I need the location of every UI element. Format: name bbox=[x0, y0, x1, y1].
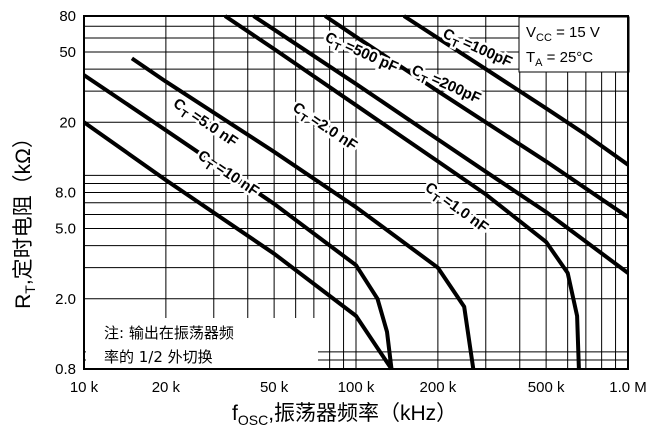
ta-condition: TA = 25°C bbox=[526, 49, 593, 69]
y-tick-label: 80 bbox=[59, 8, 76, 25]
y-tick-label: 20 bbox=[59, 114, 76, 131]
series-line-1 bbox=[323, 14, 630, 219]
series-line-3 bbox=[223, 14, 581, 370]
series-label: CT =1.0 nF bbox=[419, 177, 494, 239]
y-tick-label: 8.0 bbox=[55, 185, 76, 202]
y-tick-label: 0.8 bbox=[55, 361, 76, 378]
y-tick-label: 50 bbox=[59, 44, 76, 61]
series-line-6 bbox=[82, 120, 394, 371]
series-label: CT =100pF bbox=[438, 23, 517, 74]
x-tick-label: 10 k bbox=[70, 379, 99, 396]
x-tick-label: 200 k bbox=[420, 379, 457, 396]
series-label-text: CT =2.0 nF bbox=[288, 99, 360, 157]
series-label-text: CT =1.0 nF bbox=[420, 179, 492, 239]
overlays bbox=[86, 16, 630, 368]
y-tick-label: 2.0 bbox=[55, 291, 76, 308]
note-line-1: 注: 输出在振荡器频 bbox=[104, 324, 234, 342]
series-label: CT =10 nF bbox=[192, 144, 264, 203]
series-label-text: CT =500 pF bbox=[321, 29, 400, 79]
series-label: CT =2.0 nF bbox=[287, 96, 363, 157]
series-label: CT =500 pF bbox=[320, 26, 403, 79]
y-tick-label: 5.0 bbox=[55, 221, 76, 238]
plot-border bbox=[83, 15, 629, 370]
series-label-text: CT =10 nF bbox=[193, 147, 262, 203]
note-line-2: 率的 1/2 外切换 bbox=[104, 348, 213, 366]
series-label-text: CT =100pF bbox=[439, 25, 515, 73]
curves bbox=[82, 14, 630, 371]
note-box bbox=[86, 318, 318, 368]
series-line-2 bbox=[252, 14, 630, 275]
plot-frame bbox=[83, 15, 629, 370]
series-line-4 bbox=[130, 56, 476, 370]
vcc-condition: VCC = 15 V bbox=[526, 24, 600, 44]
x-tick-label: 100 k bbox=[338, 379, 375, 396]
x-tick-label: 50 k bbox=[260, 379, 289, 396]
x-axis-title: fOSC,振荡器频率（kHz） bbox=[232, 402, 457, 428]
y-axis-title: RT,定时电阻（kΩ） bbox=[12, 127, 38, 309]
series-line-0 bbox=[402, 14, 630, 167]
x-tick-label: 500 k bbox=[528, 379, 565, 396]
series-line-5 bbox=[82, 73, 394, 370]
x-tick-label: 1.0 M bbox=[609, 379, 647, 396]
x-tick-label: 20 k bbox=[152, 379, 181, 396]
conditions-box bbox=[518, 16, 630, 73]
